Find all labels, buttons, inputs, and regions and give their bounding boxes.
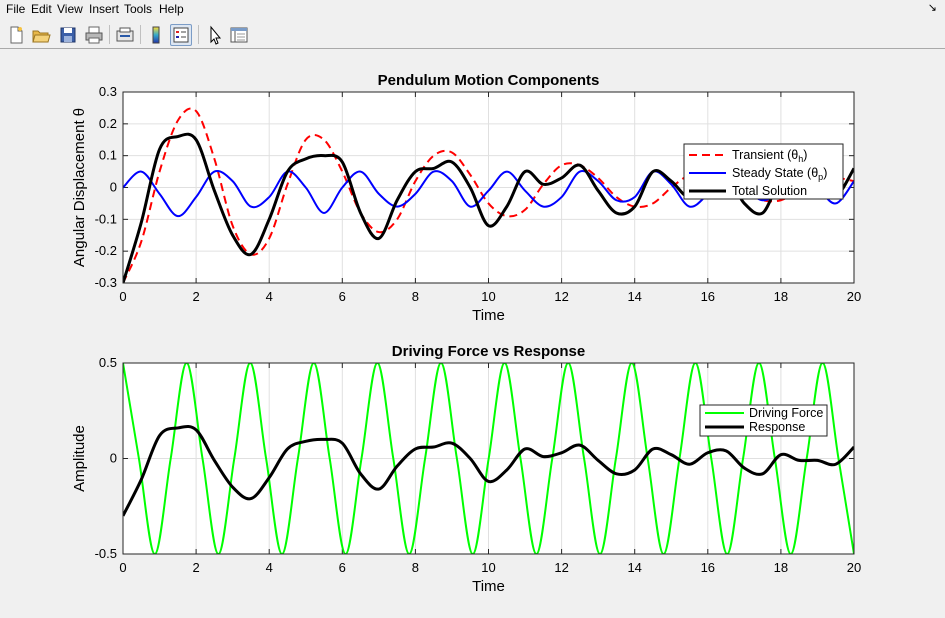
x-tick-label: 18	[774, 289, 788, 304]
y-tick-label: 0.1	[99, 148, 117, 163]
x-tick-label: 0	[119, 560, 126, 575]
series-line-driving-force	[123, 363, 854, 554]
legend-label: Driving Force	[749, 406, 823, 420]
legend[interactable]: Transient (θh) Steady State (θp) Total Sol…	[683, 143, 844, 200]
x-tick-label: 8	[412, 289, 419, 304]
x-tick-label: 12	[554, 289, 568, 304]
y-tick-label: -0.3	[95, 275, 117, 290]
legend-label: Total Solution	[732, 184, 807, 198]
chart-title: Pendulum Motion Components	[378, 72, 600, 89]
x-tick-label: 2	[192, 560, 199, 575]
y-axis-label: Amplitude	[71, 425, 88, 492]
legend-label: Steady State (θp)	[732, 166, 827, 182]
y-tick-label: 0.2	[99, 116, 117, 131]
x-tick-label: 14	[627, 289, 641, 304]
menu-bar: File Edit View Insert Tools Help ↘	[0, 0, 945, 20]
y-tick-label: 0	[110, 451, 117, 466]
x-tick-label: 2	[192, 289, 199, 304]
menu-edit[interactable]: Edit	[31, 2, 52, 16]
x-tick-label: 20	[847, 560, 861, 575]
menu-tools[interactable]: Tools	[124, 2, 153, 16]
x-axis-label: Time	[472, 578, 505, 595]
y-axis-label: Angular Displacement θ	[71, 108, 88, 267]
menu-view[interactable]: View	[57, 2, 83, 16]
x-tick-label: 20	[847, 289, 861, 304]
y-tick-label: -0.5	[95, 546, 117, 561]
series-line-transient	[123, 107, 854, 283]
legend-label: Response	[749, 420, 805, 434]
toolbar-separator	[198, 25, 199, 44]
menu-file[interactable]: File	[6, 2, 26, 16]
toolbar-separator	[140, 25, 141, 44]
x-tick-label: 12	[554, 560, 568, 575]
toolbar	[0, 20, 945, 49]
y-tick-label: -0.1	[95, 211, 117, 226]
y-tick-label: 0	[110, 180, 117, 195]
link-plot-icon[interactable]	[114, 24, 136, 46]
save-icon[interactable]	[57, 24, 79, 46]
axes-frame	[122, 362, 855, 555]
y-tick-label: -0.2	[95, 243, 117, 258]
x-tick-label: 0	[119, 289, 126, 304]
x-tick-label: 6	[339, 289, 346, 304]
x-tick-label: 8	[412, 560, 419, 575]
x-axis-label: Time	[472, 307, 505, 324]
property-inspector-icon[interactable]	[228, 24, 250, 46]
series-line-response	[123, 425, 854, 517]
x-tick-label: 6	[339, 560, 346, 575]
edit-plot-icon[interactable]	[203, 24, 225, 46]
toolbar-separator	[109, 25, 110, 44]
legend-box	[699, 404, 828, 437]
menu-insert[interactable]: Insert	[89, 2, 120, 16]
x-tick-label: 4	[266, 560, 273, 575]
x-tick-label: 4	[266, 289, 273, 304]
figure-canvas: 0 2 4 6 8 10 12 14 16 18 20-0.3-0.2-0.100.10.20.3P…	[71, 72, 861, 595]
y-tick-label: 0.3	[99, 84, 117, 99]
insert-colorbar-icon[interactable]	[145, 24, 167, 46]
x-tick-label: 14	[627, 560, 641, 575]
new-figure-icon[interactable]	[5, 24, 27, 46]
x-tick-label: 18	[774, 560, 788, 575]
x-tick-label: 10	[481, 560, 495, 575]
print-icon[interactable]	[83, 24, 105, 46]
open-file-icon[interactable]	[30, 24, 52, 46]
axes-frame	[122, 91, 855, 284]
chart-pendulum-motion: 0 2 4 6 8 10 12 14 16 18 20 -0.3 -0.2 -0.1 0 0.1 0.2 0.3 P…	[71, 72, 861, 324]
x-tick-label: 16	[701, 560, 715, 575]
menu-help[interactable]: Help	[159, 2, 184, 16]
dock-arrow-icon[interactable]: ↘	[927, 2, 937, 14]
insert-legend-icon[interactable]	[170, 24, 192, 46]
chart-title: Driving Force vs Response	[392, 343, 585, 360]
x-tick-label: 16	[701, 289, 715, 304]
legend-label: Transient (θh)	[732, 148, 807, 164]
x-tick-label: 10	[481, 289, 495, 304]
y-tick-label: 0.5	[99, 355, 117, 370]
